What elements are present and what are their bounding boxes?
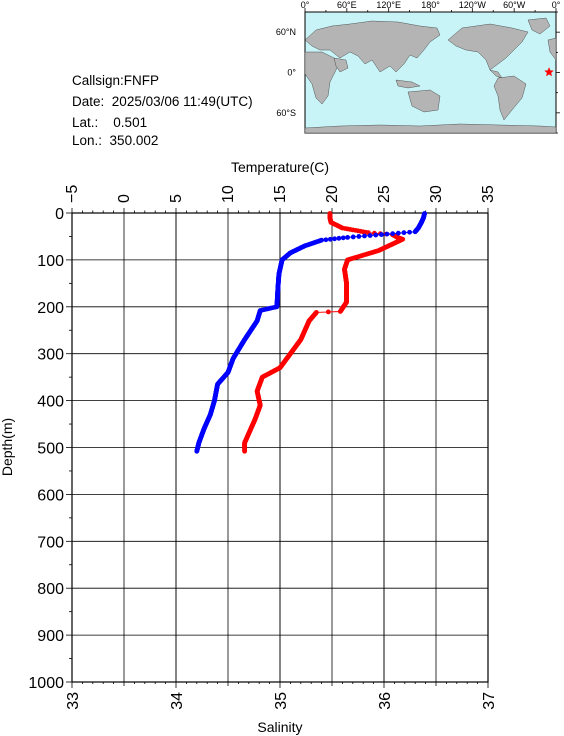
station-marker-icon — [544, 67, 554, 77]
depth-tick-label: 700 — [37, 534, 64, 551]
land-north-america — [447, 23, 529, 71]
depth-tick-label: 600 — [37, 487, 64, 504]
salinity-point — [345, 234, 350, 240]
depth-tick-label: 200 — [37, 300, 64, 317]
salinity-axis-title: Salinity — [257, 719, 302, 735]
map-lat-label: 60°S — [276, 108, 296, 118]
temperature-tick-label: 25 — [376, 185, 393, 203]
land-greenland — [527, 17, 551, 35]
land-africa — [304, 51, 339, 105]
temperature-ticks: −5 0 5 10 15 20 25 30 35 — [64, 185, 497, 213]
map-side-labels: 60°N 0° 60°S — [276, 27, 297, 118]
salinity-tick-label: 36 — [377, 692, 394, 710]
lon-label: Lon.: — [72, 133, 103, 148]
depth-ticks: 0 100 200 300 400 500 600 700 800 900 1000 — [28, 206, 72, 692]
temperature-tick-label: 15 — [272, 185, 289, 203]
temperature-axis-title: Temperature(C) — [231, 159, 329, 175]
salinity-point — [194, 448, 200, 454]
map-top-labels: 0° 60°E 120°E 180° 120°W 60°W 0° — [301, 0, 561, 10]
map-lon-label: 180° — [421, 0, 440, 10]
land-australia — [407, 89, 441, 113]
salinity-point — [367, 233, 373, 238]
lon-line: Lon.: 350.002 — [72, 133, 158, 149]
map-lon-label: 60°W — [503, 0, 526, 10]
map-lon-label: 120°W — [459, 0, 487, 10]
map-lat-label: 60°N — [276, 27, 296, 37]
date-label: Date: — [72, 94, 105, 109]
salinity-point — [401, 230, 407, 236]
salinity-point — [340, 235, 346, 241]
depth-tick-label: 400 — [37, 394, 64, 411]
depth-tick-label: 800 — [37, 581, 64, 598]
temperature-tick-label: −5 — [64, 185, 81, 203]
temperature-tick-label: 35 — [480, 185, 497, 203]
map-lon-label: 60°E — [337, 0, 357, 10]
salinity-line — [196, 213, 426, 452]
temperature-point — [242, 448, 248, 454]
land-antarctica — [304, 123, 557, 134]
depth-tick-label: 1000 — [28, 675, 64, 692]
salinity-tick-label: 34 — [169, 692, 186, 710]
land-south-america — [493, 75, 527, 121]
temperature-tick-label: 10 — [220, 185, 237, 203]
depth-tick-label: 0 — [55, 206, 64, 223]
depth-tick-label: 900 — [37, 628, 64, 645]
salinity-point — [384, 231, 390, 237]
lat-label: Lat.: — [72, 115, 99, 130]
callsign-label: Callsign: — [72, 73, 124, 88]
temperature-point — [337, 309, 343, 314]
temperature-tick-label: 30 — [428, 185, 445, 203]
salinity-tick-label: 35 — [273, 692, 290, 710]
salinity-point — [332, 236, 337, 242]
salinity-point — [323, 237, 329, 243]
map-lon-label: 0° — [552, 0, 561, 10]
salinity-point — [350, 234, 356, 240]
salinity-series — [194, 211, 427, 454]
world-map: 0° 60°E 120°E 180° 120°W 60°W 0° 60°N 0° 60°S — [276, 0, 561, 134]
series-layer — [194, 211, 427, 454]
callsign-value: FNFP — [123, 73, 160, 88]
temperature-point — [325, 309, 331, 315]
temperature-tick-label: 5 — [168, 194, 185, 203]
salinity-point — [412, 229, 418, 235]
salinity-tick-label: 37 — [481, 692, 498, 710]
depth-axis-title: Depth(m) — [0, 418, 15, 476]
lat-line: Lat.: 0.501 — [72, 115, 147, 131]
depth-tick-label: 100 — [37, 253, 64, 270]
salinity-point — [407, 229, 412, 235]
lon-value: 350.002 — [109, 133, 159, 148]
lat-value: 0.501 — [113, 115, 148, 130]
map-lon-label: 120°E — [376, 0, 401, 10]
map-lon-label: 0° — [301, 0, 310, 10]
depth-tick-label: 300 — [37, 347, 64, 364]
land-arabia — [333, 57, 349, 73]
temperature-series — [242, 211, 406, 454]
salinity-tick-label: 33 — [65, 692, 82, 710]
temperature-tick-label: 0 — [116, 194, 133, 203]
map-lat-label: 0° — [287, 68, 296, 78]
salinity-point — [336, 235, 342, 241]
map-land — [304, 17, 557, 134]
land-indonesia — [395, 79, 421, 89]
salinity-point — [390, 231, 396, 237]
land-europe-asia — [304, 20, 441, 73]
salinity-ticks: 33 34 35 36 37 — [65, 682, 498, 710]
map-marker-layer — [544, 67, 554, 77]
map-ticks — [304, 8, 560, 134]
salinity-point — [373, 232, 379, 238]
salinity-point — [395, 230, 401, 236]
date-line: Date: 2025/03/06 11:49(UTC) — [72, 94, 253, 110]
salinity-point — [356, 234, 362, 239]
profile-chart: −5 0 5 10 15 20 25 30 35 33 34 35 36 37 010020030040… — [0, 159, 498, 735]
salinity-point — [362, 233, 367, 239]
depth-tick-label: 500 — [37, 441, 64, 458]
salinity-point — [379, 232, 384, 237]
date-value: 2025/03/06 11:49(UTC) — [111, 94, 253, 109]
land-europe-west-edge — [547, 37, 557, 61]
callsign-line: Callsign:FNFP — [72, 73, 159, 89]
temperature-tick-label: 20 — [324, 185, 341, 203]
salinity-point — [327, 236, 333, 242]
